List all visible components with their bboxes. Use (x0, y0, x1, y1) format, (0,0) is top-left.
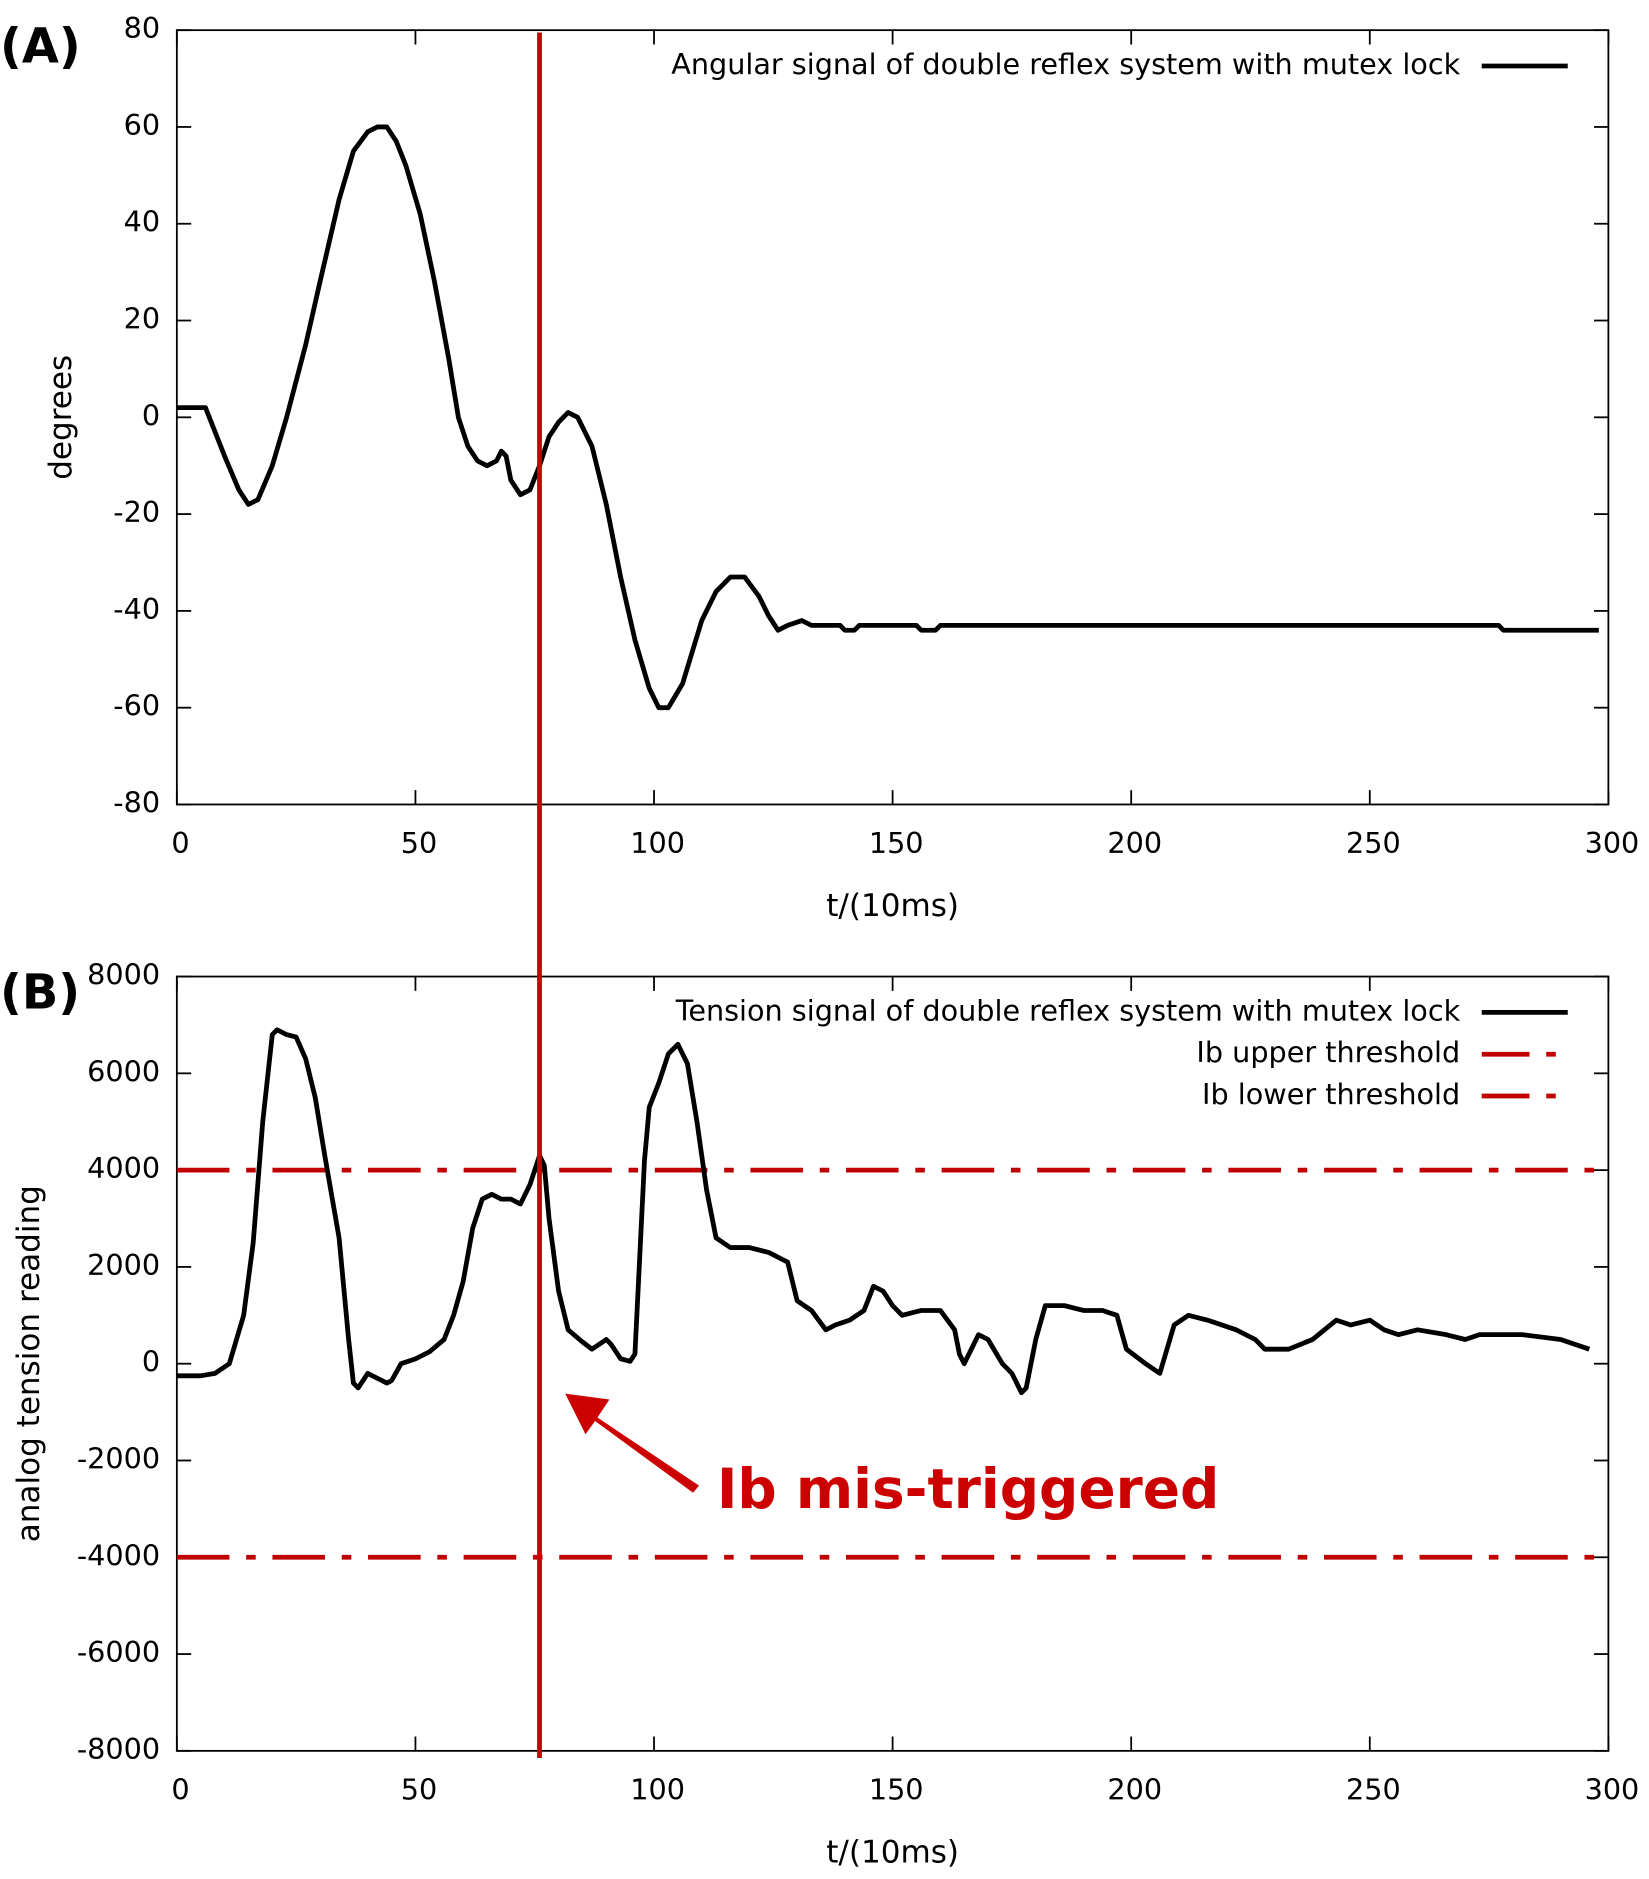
annotation-label: Ib mis-triggered (717, 1457, 1219, 1521)
x-tick-label: 150 (869, 1772, 924, 1806)
y-tick-label: -2000 (77, 1441, 160, 1475)
y-tick-label: 6000 (87, 1054, 160, 1088)
legend-label: Tension signal of double reflex system w… (675, 993, 1461, 1027)
y-tick-label: 8000 (87, 958, 160, 992)
y-tick-label: 4000 (87, 1151, 160, 1185)
legend-label: Ib lower threshold (1202, 1077, 1460, 1111)
y-tick-label: -40 (113, 592, 160, 626)
x-tick-label: 250 (1346, 1772, 1401, 1806)
y-tick-label: -60 (113, 689, 160, 723)
x-tick-label: 300 (1585, 1772, 1640, 1806)
x-tick-label: 0 (171, 1772, 189, 1806)
x-axis-label: t/(10ms) (826, 1835, 959, 1871)
y-tick-label: 80 (124, 11, 160, 45)
series-line (176, 1027, 1591, 1396)
y-tick-label: 0 (142, 398, 160, 432)
y-tick-label: 2000 (87, 1248, 160, 1282)
y-tick-label: -4000 (77, 1538, 160, 1572)
x-tick-label: 50 (401, 1772, 437, 1806)
y-tick-label: -8000 (77, 1732, 160, 1766)
x-tick-label: 100 (630, 1772, 685, 1806)
x-axis-label: t/(10ms) (826, 888, 959, 924)
series-line (176, 124, 1599, 711)
y-tick-label: -20 (113, 495, 160, 529)
panel-label: (B) (0, 966, 80, 1021)
x-tick-label: 100 (630, 826, 685, 860)
y-axis-label: analog tension reading (11, 1185, 47, 1542)
x-tick-label: 250 (1346, 826, 1401, 860)
y-tick-label: 40 (124, 205, 160, 239)
x-tick-label: 200 (1107, 1772, 1162, 1806)
y-tick-label: -6000 (77, 1635, 160, 1669)
x-tick-label: 150 (869, 826, 924, 860)
legend-label: Ib upper threshold (1196, 1035, 1460, 1069)
y-tick-label: 20 (124, 302, 160, 336)
plot-frame (175, 29, 1610, 806)
x-tick-label: 300 (1585, 826, 1640, 860)
x-tick-label: 0 (171, 826, 189, 860)
y-axis-label: degrees (43, 355, 79, 480)
y-tick-label: 60 (124, 108, 160, 142)
panel-label: (A) (0, 19, 81, 74)
y-tick-label: -80 (113, 785, 160, 819)
x-tick-label: 50 (401, 826, 437, 860)
x-tick-label: 200 (1107, 826, 1162, 860)
annotation-arrow (565, 1393, 700, 1493)
legend-label: Angular signal of double reflex system w… (671, 47, 1460, 81)
y-tick-label: 0 (142, 1345, 160, 1379)
